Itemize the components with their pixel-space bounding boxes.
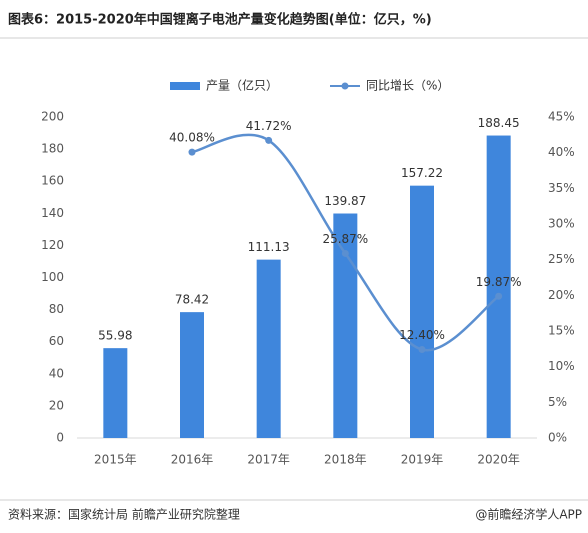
y2-tick-label: 30% <box>548 217 575 231</box>
y-tick-label: 100 <box>41 270 64 284</box>
line-point <box>188 148 196 156</box>
line-point <box>418 346 426 354</box>
bar-value-label: 157.22 <box>401 166 443 180</box>
bar-value-label: 188.45 <box>478 116 520 130</box>
line-value-label: 41.72% <box>246 119 292 133</box>
bar <box>256 259 281 438</box>
source: 资料来源：国家统计局 前瞻产业研究院整理 <box>8 507 240 522</box>
y-tick-label: 0 <box>56 431 64 445</box>
x-tick-label: 2020年 <box>477 453 520 467</box>
line-value-label: 25.87% <box>322 232 368 246</box>
y2-tick-label: 25% <box>548 252 575 266</box>
y2-tick-label: 10% <box>548 359 575 373</box>
y-tick-label: 40 <box>49 366 64 380</box>
bar-value-label: 55.98 <box>98 329 132 343</box>
y-tick-label: 20 <box>49 398 64 412</box>
bar <box>486 135 511 438</box>
y2-tick-label: 15% <box>548 324 575 338</box>
y-tick-label: 180 <box>41 142 64 156</box>
legend-swatch <box>170 82 200 90</box>
y2-tick-label: 5% <box>548 395 567 409</box>
legend-marker <box>341 82 349 90</box>
x-tick-label: 2019年 <box>401 453 444 467</box>
line-point <box>341 249 349 257</box>
x-tick-label: 2018年 <box>324 453 367 467</box>
bar <box>103 348 128 438</box>
bar-value-label: 111.13 <box>248 240 290 254</box>
y2-tick-label: 0% <box>548 431 567 445</box>
legend-label: 同比增长（%） <box>366 79 449 93</box>
bar <box>180 312 204 438</box>
y-tick-label: 80 <box>49 302 64 316</box>
y-tick-label: 160 <box>41 174 64 188</box>
y-tick-label: 140 <box>41 206 64 220</box>
y2-tick-label: 40% <box>548 145 575 159</box>
line-point <box>265 136 273 144</box>
bar <box>333 213 358 438</box>
y-tick-label: 120 <box>41 238 64 252</box>
line-value-label: 19.87% <box>476 275 522 289</box>
y2-tick-label: 45% <box>548 110 575 124</box>
x-tick-label: 2016年 <box>171 453 214 467</box>
line-value-label: 12.40% <box>399 328 445 342</box>
y2-tick-label: 20% <box>548 288 575 302</box>
x-tick-label: 2017年 <box>247 453 290 467</box>
x-tick-label: 2015年 <box>94 453 137 467</box>
line-value-label: 40.08% <box>169 131 215 145</box>
bar-value-label: 139.87 <box>324 194 366 208</box>
y-tick-label: 200 <box>41 110 64 124</box>
line-point <box>495 292 503 300</box>
credit: @前瞻经济学人APP <box>475 507 582 522</box>
y2-tick-label: 35% <box>548 181 575 195</box>
chart-title: 图表6：2015-2020年中国锂离子电池产量变化趋势图(单位：亿只，%) <box>8 12 432 28</box>
bar <box>410 185 434 438</box>
y-tick-label: 60 <box>49 334 64 348</box>
bar-value-label: 78.42 <box>175 293 209 307</box>
legend-label: 产量（亿只） <box>206 78 278 93</box>
